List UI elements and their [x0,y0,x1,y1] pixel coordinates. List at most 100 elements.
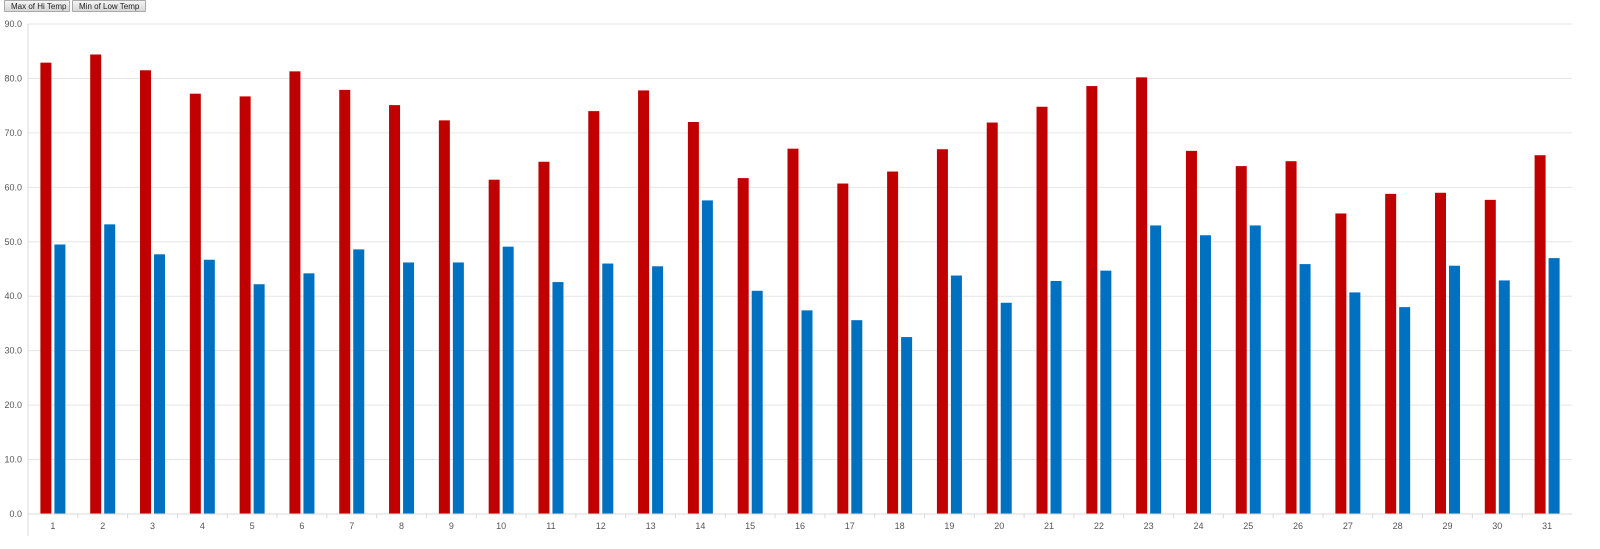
bar-max-hi-temp[interactable] [1235,166,1247,514]
bar-min-low-temp[interactable] [502,246,514,514]
bars [40,54,1560,515]
x-tick-label: 14 [695,521,705,531]
x-tick-label: 6 [299,521,304,531]
bar-max-hi-temp[interactable] [936,149,948,514]
x-tick-label: 20 [994,521,1004,531]
bar-max-hi-temp[interactable] [986,122,998,515]
bar-min-low-temp[interactable] [602,263,614,514]
bar-min-low-temp[interactable] [801,310,813,514]
y-tick-label: 90.0 [4,19,22,29]
bar-max-hi-temp[interactable] [538,161,550,514]
bar-min-low-temp[interactable] [851,320,863,514]
bar-min-low-temp[interactable] [751,290,763,514]
bar-max-hi-temp[interactable] [1484,199,1496,514]
bar-max-hi-temp[interactable] [1185,150,1197,514]
bar-max-hi-temp[interactable] [389,105,401,514]
x-tick-label: 18 [895,521,905,531]
bar-min-low-temp[interactable] [1199,235,1211,514]
x-axis-tick-labels: 1 2 3 4 5 6 7 8 9 10 11 12 13 14 15 16 17 18 19 20 21 22 23 24 2… [50,514,1552,531]
x-tick-label: 15 [745,521,755,531]
y-axis-tick-labels: 0.0 10.0 20.0 30.0 40.0 50.0 60.0 70.0 80.0 90.0 [4,19,22,519]
bar-min-low-temp[interactable] [1498,280,1510,514]
bar-min-low-temp[interactable] [1100,270,1112,514]
bar-min-low-temp[interactable] [552,282,564,514]
x-tick-label: 26 [1293,521,1303,531]
bar-max-hi-temp[interactable] [1285,161,1297,514]
field-button-max-hi-temp[interactable]: Max of Hi Temp [4,0,70,12]
bar-min-low-temp[interactable] [104,224,116,514]
bar-max-hi-temp[interactable] [289,71,301,514]
y-tick-label: 10.0 [4,455,22,465]
x-tick-label: 5 [250,521,255,531]
bar-max-hi-temp[interactable] [638,90,650,514]
y-tick-label: 30.0 [4,346,22,356]
bar-min-low-temp[interactable] [1548,258,1560,514]
bar-min-low-temp[interactable] [403,262,415,514]
bar-min-low-temp[interactable] [203,259,215,514]
bar-max-hi-temp[interactable] [1534,155,1546,514]
bar-min-low-temp[interactable] [1399,307,1411,514]
y-tick-label: 80.0 [4,73,22,83]
x-tick-label: 13 [646,521,656,531]
x-tick-label: 7 [349,521,354,531]
bar-min-low-temp[interactable] [1448,265,1460,514]
bar-max-hi-temp[interactable] [787,148,799,514]
bar-min-low-temp[interactable] [154,254,166,515]
bar-max-hi-temp[interactable] [339,89,351,514]
bar-min-low-temp[interactable] [1000,302,1012,514]
bar-min-low-temp[interactable] [1050,280,1062,514]
bar-max-hi-temp[interactable] [887,171,899,515]
bar-max-hi-temp[interactable] [438,120,450,514]
bar-min-low-temp[interactable] [652,266,664,514]
x-tick-label: 1 [50,521,55,531]
bar-min-low-temp[interactable] [1249,225,1261,514]
bar-max-hi-temp[interactable] [687,122,699,514]
x-tick-label: 25 [1243,521,1253,531]
y-tick-label: 70.0 [4,128,22,138]
bar-min-low-temp[interactable] [901,337,913,514]
pivot-field-buttons: Max of Hi Temp Min of Low Temp [4,0,146,12]
y-tick-label: 0.0 [9,509,22,519]
x-tick-label: 10 [496,521,506,531]
field-button-min-low-temp[interactable]: Min of Low Temp [72,0,146,12]
bar-max-hi-temp[interactable] [737,178,749,515]
bar-max-hi-temp[interactable] [1036,106,1048,514]
bar-max-hi-temp[interactable] [189,93,201,514]
bar-max-hi-temp[interactable] [1385,193,1397,514]
y-tick-label: 50.0 [4,237,22,247]
x-tick-label: 31 [1542,521,1552,531]
bar-min-low-temp[interactable] [253,284,265,514]
bar-max-hi-temp[interactable] [239,96,251,515]
x-tick-label: 8 [399,521,404,531]
bar-min-low-temp[interactable] [1150,225,1162,514]
bar-min-low-temp[interactable] [303,273,315,514]
bar-min-low-temp[interactable] [353,249,365,514]
bar-max-hi-temp[interactable] [1086,86,1098,515]
x-tick-label: 27 [1343,521,1353,531]
x-tick-label: 9 [449,521,454,531]
x-tick-label: 28 [1393,521,1403,531]
bar-min-low-temp[interactable] [1349,292,1361,514]
x-tick-label: 21 [1044,521,1054,531]
bar-min-low-temp[interactable] [701,200,713,514]
bar-max-hi-temp[interactable] [837,183,849,514]
bar-min-low-temp[interactable] [1299,264,1311,514]
bar-max-hi-temp[interactable] [140,70,152,515]
y-tick-label: 40.0 [4,291,22,301]
x-tick-label: 19 [944,521,954,531]
bar-min-low-temp[interactable] [950,275,962,514]
bar-max-hi-temp[interactable] [588,111,600,514]
bar-max-hi-temp[interactable] [1434,192,1446,514]
y-tick-label: 20.0 [4,400,22,410]
bar-max-hi-temp[interactable] [40,62,52,515]
bar-max-hi-temp[interactable] [1335,213,1347,514]
gridlines [28,23,1572,461]
x-tick-label: 11 [546,521,555,531]
bar-max-hi-temp[interactable] [1136,77,1148,514]
bar-min-low-temp[interactable] [54,244,66,515]
bar-max-hi-temp[interactable] [90,54,102,514]
bar-min-low-temp[interactable] [452,262,464,514]
bar-max-hi-temp[interactable] [488,179,500,514]
x-tick-label: 17 [845,521,855,531]
